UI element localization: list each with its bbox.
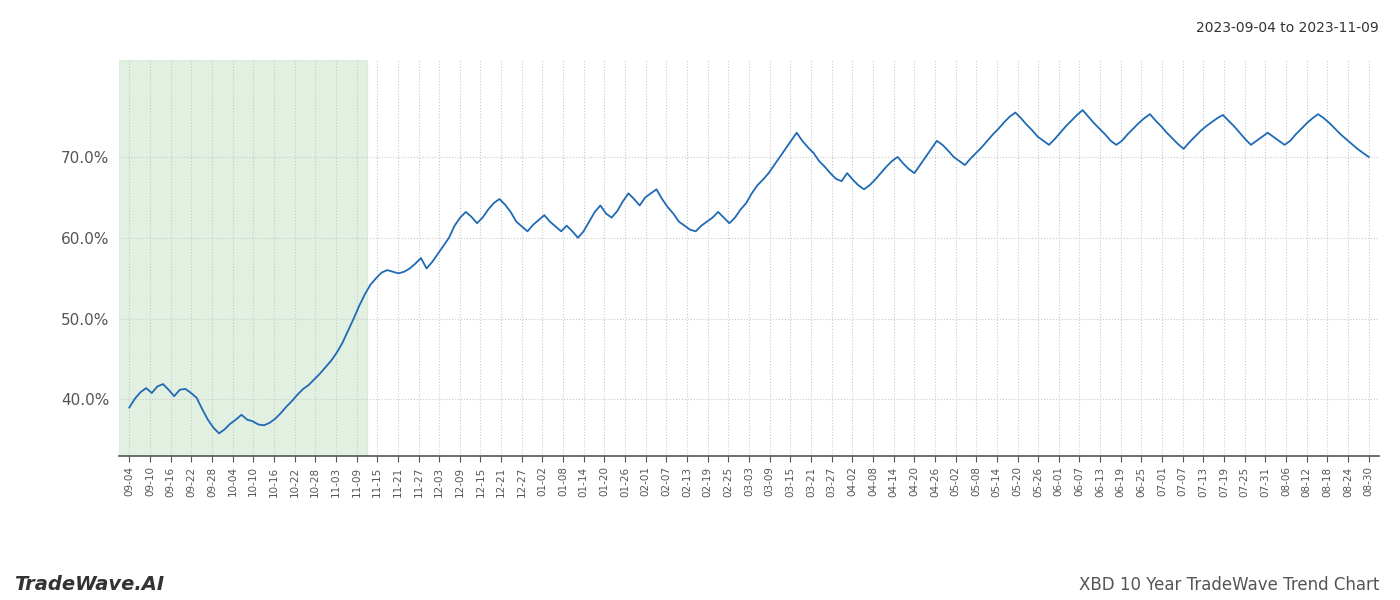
- Text: XBD 10 Year TradeWave Trend Chart: XBD 10 Year TradeWave Trend Chart: [1078, 576, 1379, 594]
- Bar: [119, 60, 367, 456]
- Text: TradeWave.AI: TradeWave.AI: [14, 575, 164, 594]
- Text: 2023-09-04 to 2023-11-09: 2023-09-04 to 2023-11-09: [1196, 21, 1379, 35]
